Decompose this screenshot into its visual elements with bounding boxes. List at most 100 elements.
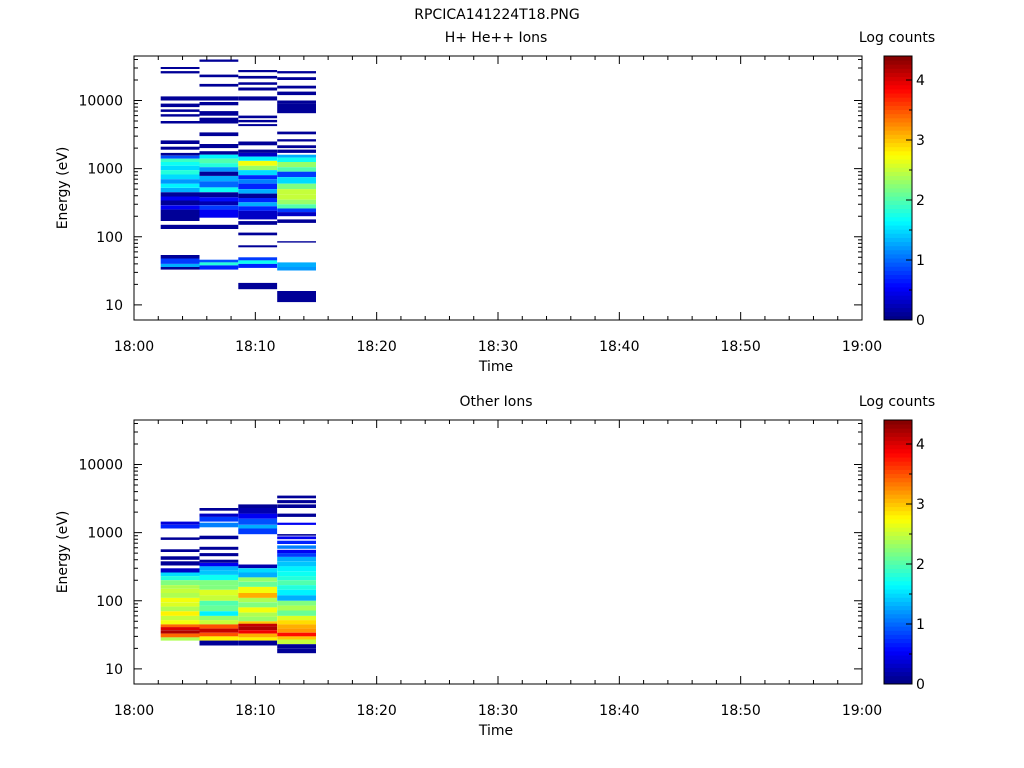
colorbar-segment: [884, 76, 912, 82]
heatmap-cell: [277, 183, 316, 190]
y-tick-label: 10: [105, 662, 123, 678]
heatmap-cell: [160, 611, 200, 616]
heatmap-cell: [277, 522, 316, 525]
colorbar-segment: [884, 613, 912, 619]
heatmap-cell: [199, 546, 239, 550]
heatmap-cell: [160, 576, 200, 581]
heatmap-cell: [277, 500, 316, 504]
heatmap-cell: [277, 208, 316, 213]
spectrum-column: [238, 504, 278, 646]
heatmap-cell: [199, 187, 239, 193]
heatmap-cell: [199, 595, 239, 601]
heatmap-cell: [277, 154, 316, 158]
colorbar-segment: [884, 278, 912, 284]
colorbar-segment: [884, 295, 912, 300]
heatmap-cell: [238, 193, 278, 198]
heatmap-cell: [277, 513, 316, 517]
colorbar-segment: [884, 282, 912, 288]
colorbar-segment: [884, 146, 912, 152]
heatmap-cell: [160, 597, 200, 603]
heatmap-cell: [160, 165, 200, 171]
heatmap-cell: [277, 157, 316, 162]
colorbar-segment: [884, 274, 912, 280]
colorbar-segment: [884, 420, 912, 425]
heatmap-cell: [160, 606, 200, 612]
colorbar-segment: [884, 609, 912, 615]
heatmap-cell: [277, 605, 316, 611]
x-tick-label: 18:20: [356, 703, 396, 719]
heatmap-cell: [238, 577, 278, 582]
spectrum-column: [199, 508, 239, 646]
heatmap-cell: [160, 585, 200, 589]
colorbar-segment: [884, 457, 912, 462]
colorbar-segment: [884, 134, 912, 139]
heatmap-cell: [238, 152, 278, 157]
heatmap-cell: [199, 265, 239, 270]
heatmap-cell: [199, 624, 239, 629]
heatmap-cell: [238, 612, 278, 617]
heatmap-cell: [277, 291, 316, 303]
colorbar-segment: [884, 72, 912, 78]
heatmap-cell: [277, 77, 316, 80]
heatmap-cell: [160, 572, 200, 577]
heatmap-cell: [238, 149, 278, 153]
heatmap-cell: [277, 495, 316, 499]
colorbar-segment: [884, 208, 912, 214]
heatmap-cell: [199, 59, 239, 62]
spectrum-column: [238, 70, 278, 290]
x-axis-label: Time: [478, 723, 513, 739]
colorbar-segment: [884, 453, 912, 458]
colorbar-segment: [884, 477, 912, 483]
colorbar-segment: [884, 200, 912, 205]
colorbar-segment: [884, 258, 912, 263]
heatmap-cell: [277, 149, 316, 153]
heatmap-cell: [160, 637, 200, 641]
heatmap-cell: [199, 132, 239, 137]
colorbar-segment: [884, 473, 912, 479]
heatmap-cell: [199, 167, 239, 172]
heatmap-cell: [199, 83, 239, 87]
colorbar-tick-label: 1: [916, 253, 925, 269]
colorbar-segment: [884, 188, 912, 193]
heatmap-cell: [277, 262, 316, 267]
colorbar-segment: [884, 626, 912, 631]
colorbar-segment: [884, 531, 912, 536]
x-axis-label: Time: [478, 359, 513, 375]
colorbar-segment: [884, 655, 912, 660]
heatmap-cell: [238, 528, 278, 535]
colorbar-segment: [884, 150, 912, 156]
colorbar-segment: [884, 56, 912, 61]
heatmap-cell: [160, 521, 200, 525]
colorbar-segment: [884, 428, 912, 433]
heatmap-cell: [160, 192, 200, 197]
heatmap-cell: [160, 615, 200, 621]
colorbar-segment: [884, 270, 912, 276]
heatmap-cell: [160, 630, 200, 634]
x-tick-label: 18:50: [720, 339, 760, 355]
heatmap-cell: [238, 221, 278, 225]
heatmap-cell: [199, 151, 239, 155]
heatmap-cell: [160, 267, 200, 270]
heatmap-cell: [277, 632, 316, 637]
heatmap-cell: [238, 119, 278, 123]
heatmap-cell: [238, 607, 278, 613]
colorbar-segment: [884, 89, 912, 94]
heatmap-cell: [238, 586, 278, 593]
heatmap-cell: [160, 170, 200, 175]
colorbar-segment: [884, 266, 912, 271]
heatmap-cell: [277, 71, 316, 74]
heatmap-cell: [199, 611, 239, 616]
colorbar-segment: [884, 514, 912, 520]
heatmap-cell: [199, 96, 239, 101]
colorbar-segment: [884, 183, 912, 189]
heatmap-cell: [160, 602, 200, 607]
colorbar-segment: [884, 245, 912, 251]
colorbar-segment: [884, 552, 912, 557]
colorbar-segment: [884, 502, 912, 508]
heatmap-cell: [160, 580, 200, 585]
heatmap-cell: [238, 616, 278, 622]
heatmap-cell: [238, 621, 278, 624]
colorbar-tick-label: 4: [916, 73, 925, 89]
heatmap-cell: [277, 610, 316, 616]
heatmap-cell: [238, 282, 278, 290]
